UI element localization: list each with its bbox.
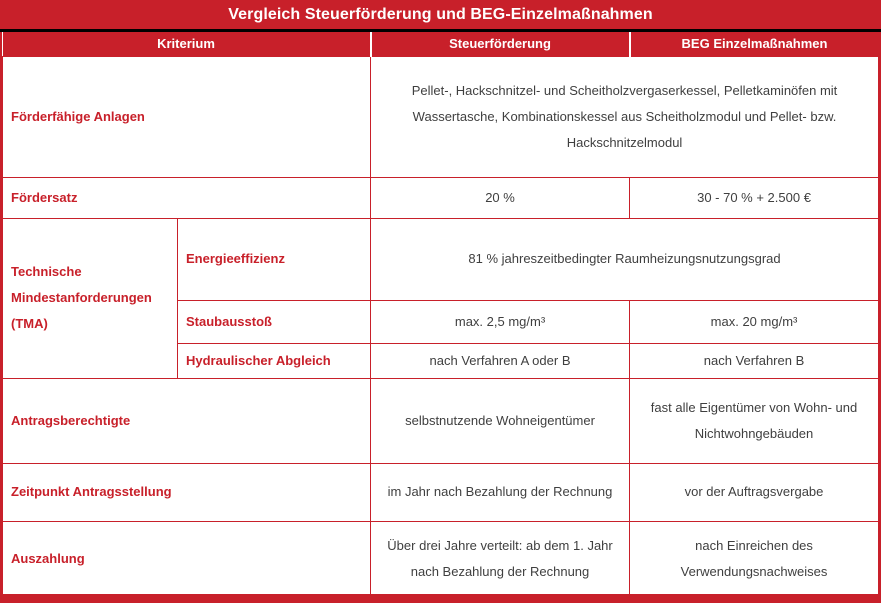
row-antragsberechtigte: Antragsberechtigte selbstnutzende Wohnei… (2, 377, 878, 464)
value-staubausstoss-steuer: max. 2,5 mg/m³ (370, 299, 631, 344)
label-foerderfaehige-anlagen: Förderfähige Anlagen (2, 55, 372, 178)
label-hydraulischer-abgleich: Hydraulischer Abgleich (176, 342, 372, 379)
value-zeitpunkt-steuer: im Jahr nach Bezahlung der Rechnung (370, 462, 631, 522)
label-auszahlung: Auszahlung (2, 520, 372, 594)
bottom-border-bar (0, 594, 881, 603)
row-tma-energieeffizienz: Technische Mindestanforderungen (TMA) En… (2, 217, 878, 379)
value-foerdersatz-beg: 30 - 70 % + 2.500 € (629, 176, 878, 219)
label-tma-group: Technische Mindestanforderungen (TMA) (2, 217, 178, 379)
header-beg-einzelmassnahmen: BEG Einzelmaßnahmen (628, 32, 878, 56)
row-zeitpunkt-antragsstellung: Zeitpunkt Antragsstellung im Jahr nach B… (2, 462, 878, 522)
label-energieeffizienz: Energieeffizienz (176, 217, 372, 301)
row-foerderfaehige-anlagen: Förderfähige Anlagen Pellet-, Hackschnit… (2, 55, 878, 178)
value-foerderfaehige-anlagen-merged: Pellet-, Hackschnitzel- und Scheitholzve… (370, 55, 878, 178)
value-zeitpunkt-beg: vor der Auftragsvergabe (629, 462, 878, 522)
value-foerdersatz-steuer: 20 % (370, 176, 631, 219)
table-body-frame: Kriterium Steuerförderung BEG Einzelmaßn… (0, 32, 881, 594)
row-tma-staubausstoss: Staubausstoß max. 2,5 mg/m³ max. 20 mg/m… (3, 299, 878, 344)
value-auszahlung-beg: nach Einreichen des Verwendungsnachweise… (629, 520, 878, 594)
label-foerdersatz: Fördersatz (2, 176, 372, 219)
row-auszahlung: Auszahlung Über drei Jahre verteilt: ab … (2, 520, 878, 594)
row-foerdersatz: Fördersatz 20 % 30 - 70 % + 2.500 € (2, 176, 878, 219)
value-antragsberechtigte-beg: fast alle Eigentümer von Wohn- und Nicht… (629, 377, 878, 464)
value-antragsberechtigte-steuer: selbstnutzende Wohneigentümer (370, 377, 631, 464)
value-energieeffizienz-merged: 81 % jahreszeitbedingter Raumheizungsnut… (370, 217, 878, 301)
value-hydraulischer-abgleich-steuer: nach Verfahren A oder B (370, 342, 631, 379)
label-staubausstoss: Staubausstoß (176, 299, 372, 344)
label-antragsberechtigte: Antragsberechtigte (2, 377, 372, 464)
header-steuerfoerderung: Steuerförderung (369, 32, 630, 56)
header-row: Kriterium Steuerförderung BEG Einzelmaßn… (2, 32, 878, 56)
page-title: Vergleich Steuerförderung und BEG-Einzel… (0, 0, 881, 29)
label-zeitpunkt-antragsstellung: Zeitpunkt Antragsstellung (2, 462, 372, 522)
value-hydraulischer-abgleich-beg: nach Verfahren B (629, 342, 878, 379)
value-staubausstoss-beg: max. 20 mg/m³ (629, 299, 878, 344)
row-tma-hydraulischer-abgleich: Hydraulischer Abgleich nach Verfahren A … (3, 342, 878, 379)
title-divider-line (0, 29, 881, 32)
comparison-grid: Kriterium Steuerförderung BEG Einzelmaßn… (2, 32, 878, 594)
header-kriterium: Kriterium (2, 32, 371, 56)
value-auszahlung-steuer: Über drei Jahre verteilt: ab dem 1. Jahr… (370, 520, 631, 594)
